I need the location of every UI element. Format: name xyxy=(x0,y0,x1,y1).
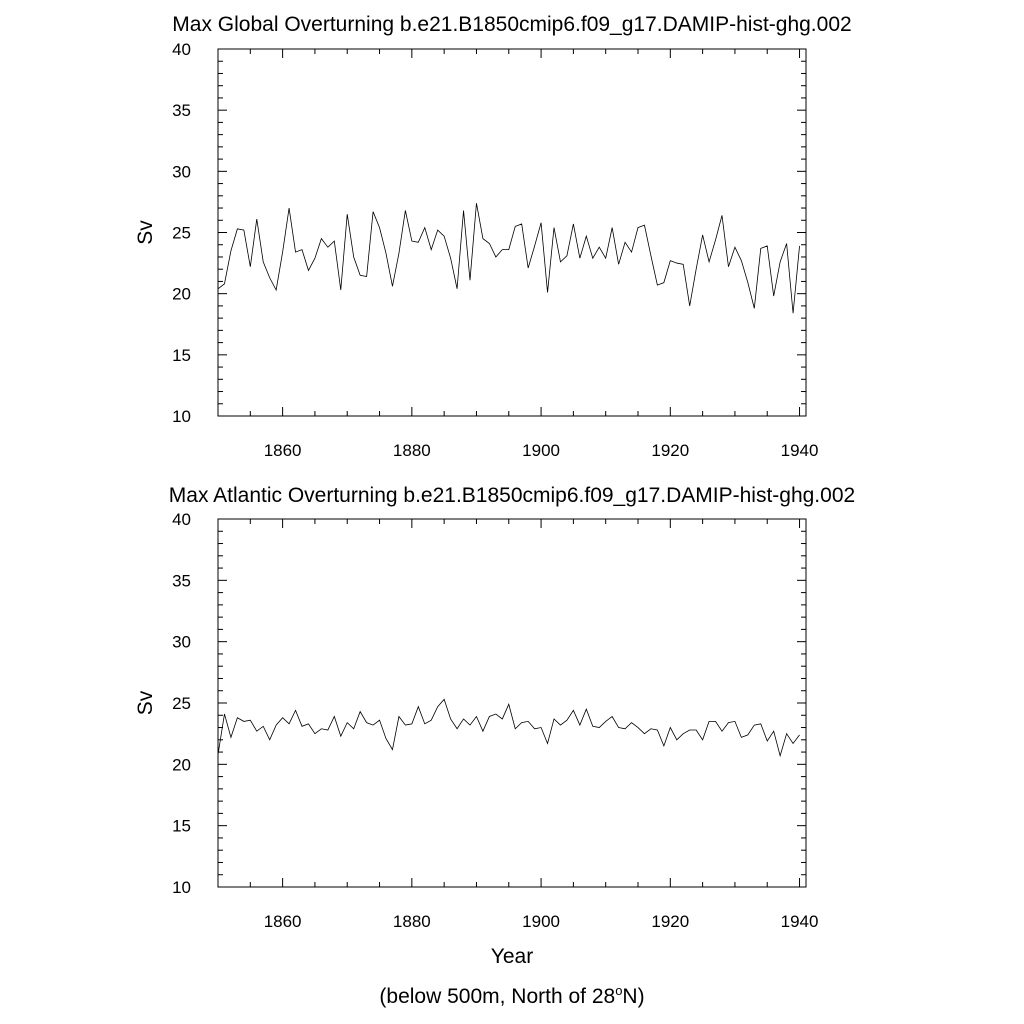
x-tick-label: 1860 xyxy=(264,912,302,931)
x-tick-label: 1880 xyxy=(393,441,431,460)
y-tick-label: 40 xyxy=(172,40,191,59)
y-tick-label: 35 xyxy=(172,571,191,590)
series-line xyxy=(217,203,800,314)
x-tick-label: 1880 xyxy=(393,912,431,931)
y-tick-label: 10 xyxy=(172,878,191,897)
y-tick-label: 30 xyxy=(172,633,191,652)
y-tick-label: 35 xyxy=(172,101,191,120)
y-tick-label: 25 xyxy=(172,694,191,713)
y-tick-label: 20 xyxy=(172,755,191,774)
y-axis-label: Sv xyxy=(134,220,157,245)
chart-title: Max Atlantic Overturning b.e21.B1850cmip… xyxy=(169,484,855,507)
x-axis-label: Year xyxy=(491,945,533,968)
y-tick-label: 30 xyxy=(172,162,191,181)
y-tick-label: 10 xyxy=(172,407,191,426)
x-tick-label: 1940 xyxy=(781,912,819,931)
chart-atlantic-overturning: Max Atlantic Overturning b.e21.B1850cmip… xyxy=(134,484,855,968)
y-tick-label: 25 xyxy=(172,224,191,243)
y-tick-label: 20 xyxy=(172,285,191,304)
figure-footnote: (below 500m, North of 28oN) xyxy=(379,983,644,1008)
x-tick-label: 1940 xyxy=(781,441,819,460)
y-tick-label: 15 xyxy=(172,346,191,365)
chart-title: Max Global Overturning b.e21.B1850cmip6.… xyxy=(172,13,851,36)
x-tick-label: 1920 xyxy=(651,912,689,931)
chart-global-overturning: Max Global Overturning b.e21.B1850cmip6.… xyxy=(134,13,852,460)
series-line xyxy=(217,698,800,758)
x-tick-label: 1860 xyxy=(264,441,302,460)
y-axis-label: Sv xyxy=(134,690,157,715)
footnote-degree-superscript: o xyxy=(615,983,622,998)
plot-frame xyxy=(217,518,807,888)
y-tick-label: 15 xyxy=(172,817,191,836)
y-tick-label: 40 xyxy=(172,510,191,529)
x-tick-label: 1900 xyxy=(522,441,560,460)
x-tick-label: 1920 xyxy=(651,441,689,460)
x-tick-label: 1900 xyxy=(522,912,560,931)
